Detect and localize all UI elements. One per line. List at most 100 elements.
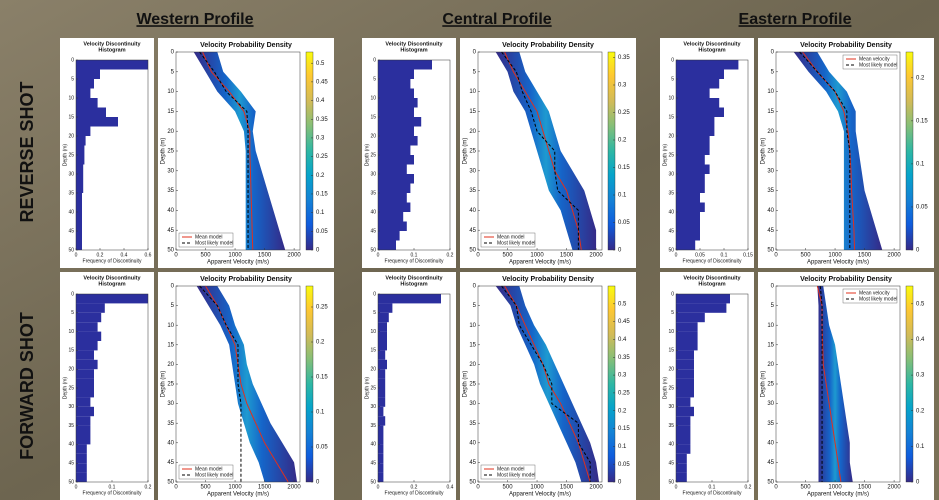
y-tick-label: 0 [473,284,477,290]
x-tick-label: 500 [503,253,514,259]
colorbar-tick-label: 0 [618,248,622,254]
y-tick-label: 5 [771,303,775,309]
density-band [196,286,298,482]
histogram-bar [378,240,396,250]
y-tick-label: 0 [373,291,376,297]
legend-box [842,288,898,304]
histogram-bar [378,231,400,241]
histogram-bar [378,303,393,313]
y-tick-label: 50 [767,480,774,486]
y-tick-label: 30 [370,404,376,410]
colorbar-tick-label: 0.2 [316,173,325,179]
y-tick-label: 5 [671,310,674,316]
histogram-bar [676,303,727,313]
y-tick-label: 30 [668,171,674,177]
histogram-bar [76,388,94,398]
histogram-bar [378,359,387,370]
y-tick-label: 35 [167,421,174,427]
x-tick-label: 0.1 [411,252,418,258]
histogram-bar [378,435,384,445]
histogram-bar [676,322,698,332]
y-tick-label: 0 [373,57,376,63]
y-tick-label: 10 [68,95,74,101]
histogram-bar [676,183,705,193]
colorbar-tick-label: 0.1 [316,210,325,216]
histogram-bar [76,193,82,203]
histogram-bar [76,117,118,127]
y-tick-label: 15 [167,342,174,348]
colorbar-tick-label: 0.2 [916,408,925,414]
x-tick-label: 1000 [828,485,842,491]
histogram-bar [76,221,82,231]
histogram-bar [378,341,387,351]
y-tick-label: 0 [771,284,775,290]
density-title: Velocity Probability Density [200,42,292,49]
colorbar-tick-label: 0.25 [618,110,630,116]
histogram-bar [76,341,98,351]
legend-label: Mean model [497,234,525,240]
y-tick-label: 20 [68,133,74,139]
y-tick-label: 40 [668,442,674,448]
y-tick-label: 35 [668,190,674,196]
colorbar [905,51,914,251]
x-tick-label: 0.2 [411,484,418,490]
y-tick-label: 35 [469,421,476,427]
histogram-bar [76,79,94,89]
y-tick-label: 20 [469,362,476,368]
histogram-title: Histogram [98,281,125,287]
colorbar-tick-label: 0 [916,248,920,254]
y-tick-label: 0 [671,57,674,63]
legend-label: Most likely model [859,296,897,302]
colorbar-tick-label: 0.15 [618,165,630,171]
y-tick-label: 10 [767,323,774,329]
panel-background [60,38,154,268]
histogram-bar [676,472,687,482]
x-tick-label: 1500 [258,253,272,259]
y-tick-label: 5 [71,310,74,316]
y-tick-label: 5 [373,310,376,316]
legend-label: Most likely model [859,62,897,68]
histogram-bar [676,294,730,304]
x-tick-label: 0.6 [145,252,152,258]
histogram-bar [676,79,720,89]
column-title: Eastern Profile [739,11,852,28]
y-tick-label: 50 [370,247,376,253]
density-band [495,52,597,250]
y-tick-label: 20 [68,367,74,373]
x-tick-label: 2000 [589,485,603,491]
y-tick-label: 15 [68,114,74,120]
y-tick-label: 25 [668,385,674,391]
histogram-bar [76,88,91,98]
histogram-bar [378,425,384,435]
histogram-bar [676,359,694,370]
colorbar-tick-label: 0.3 [618,83,627,89]
histogram-bar [76,231,82,241]
histogram-bar [378,378,386,388]
y-tick-label: 10 [167,323,174,329]
y-tick-label: 35 [767,188,774,194]
colorbar-tick-label: 0.3 [316,136,325,142]
histogram-bar [378,88,414,98]
histogram-bar [676,350,694,360]
histogram-bar [378,155,414,165]
colorbar [305,285,314,483]
y-tick-label: 0 [171,50,175,56]
y-tick-label: 50 [668,479,674,485]
legend-box [842,54,898,70]
colorbar-tick-label: 0.2 [618,138,627,144]
histogram-bar [676,164,710,174]
x-tick-label: 1500 [258,485,272,491]
y-tick-label: 45 [668,228,674,234]
histogram-bar [378,212,404,222]
histogram-bar [676,60,739,70]
density-title: Velocity Probability Density [502,42,594,49]
y-tick-label: 35 [68,190,74,196]
y-tick-label: 20 [370,133,376,139]
histogram-bar [676,117,715,127]
y-tick-label: 15 [668,114,674,120]
x-tick-label: 0.1 [109,484,116,490]
y-tick-label: 35 [68,423,74,429]
x-tick-label: 2000 [287,253,301,259]
x-tick-label: 1000 [530,253,544,259]
histogram-bar [378,202,411,212]
